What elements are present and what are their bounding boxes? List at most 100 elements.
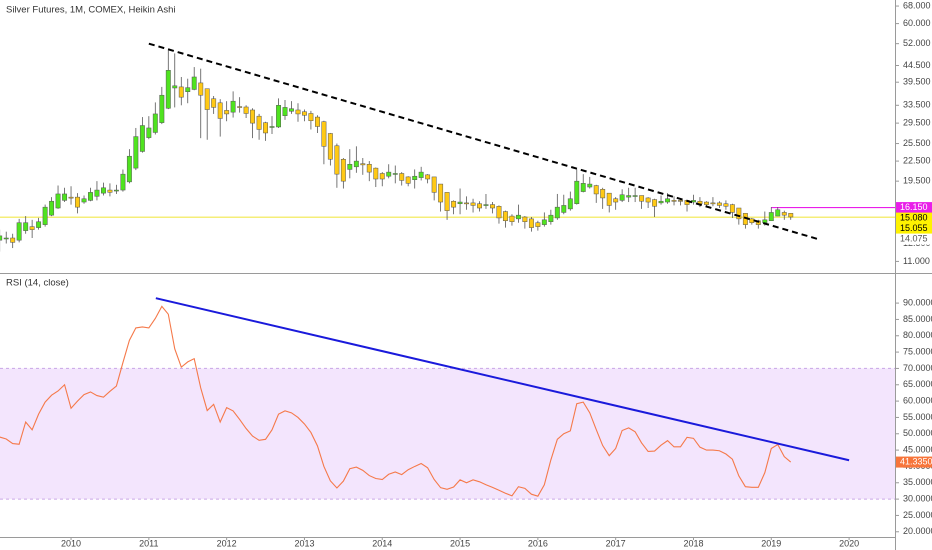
candle-body <box>652 199 658 207</box>
candle-body <box>736 207 742 220</box>
candle-body <box>587 183 593 188</box>
candle-body <box>678 200 683 202</box>
candle-body <box>749 218 755 223</box>
price-label-bg <box>896 223 932 235</box>
candle-body <box>522 216 528 222</box>
candle-body <box>243 106 249 114</box>
candle-body <box>62 193 68 201</box>
x-tick-label: 2016 <box>528 538 548 548</box>
x-tick-label: 2013 <box>294 538 314 548</box>
candle-body <box>113 189 119 192</box>
candle-body <box>269 126 275 128</box>
y-tick-label: 90.0000 <box>903 297 932 307</box>
y-tick-label: 20.0000 <box>903 526 932 536</box>
candle-body <box>146 127 152 138</box>
price-label: 41.3350 <box>900 456 932 466</box>
candle-body <box>230 100 236 113</box>
rsi-line <box>0 305 792 497</box>
candle-body <box>152 113 158 133</box>
candle-body <box>314 116 320 127</box>
candle-body <box>0 235 3 241</box>
candle-body <box>94 189 100 197</box>
candle-body <box>716 202 722 206</box>
candle-body <box>263 122 269 134</box>
candle-body <box>101 187 106 194</box>
x-tick-label: 2018 <box>683 538 703 548</box>
candle-body <box>340 158 346 182</box>
candle-body <box>23 222 29 231</box>
candle-body <box>360 163 366 166</box>
candle-body <box>496 206 502 219</box>
price-label: 15.080 <box>900 212 928 222</box>
candle-body <box>289 108 294 112</box>
candle-body <box>321 121 327 147</box>
candle-body <box>204 88 210 110</box>
candle-body <box>68 196 74 199</box>
candle-body <box>470 202 476 206</box>
y-tick-label: 68.000 <box>903 0 931 10</box>
x-tick-label: 2019 <box>761 538 781 548</box>
x-tick-label: 2010 <box>61 538 81 548</box>
candle-body <box>418 171 424 178</box>
candle-body <box>16 222 22 241</box>
candle-body <box>528 218 534 228</box>
candle-body <box>347 163 353 170</box>
price-label: 16.150 <box>900 202 928 212</box>
candle-body <box>120 173 126 191</box>
candle-body <box>768 212 774 222</box>
candle-body <box>224 110 230 115</box>
candle-body <box>185 87 191 92</box>
candle-body <box>308 113 314 122</box>
price-label-bg <box>896 202 932 214</box>
candle-body <box>509 215 515 222</box>
candle-body <box>334 145 340 175</box>
price-label-bg <box>896 233 932 245</box>
rsi-band <box>0 368 895 500</box>
candle-body <box>593 185 599 195</box>
candle-body <box>619 194 625 201</box>
candle-body <box>606 192 612 206</box>
x-tick-label: 2014 <box>372 538 392 548</box>
candle-body <box>600 189 606 199</box>
x-tick-label: 2012 <box>217 538 237 548</box>
y-tick-label: 35.0000 <box>903 477 932 487</box>
y-tick-label: 19.500 <box>903 176 931 186</box>
candle-body <box>126 155 132 183</box>
candle-body <box>574 180 580 204</box>
candle-body <box>178 86 184 98</box>
candle-body <box>477 203 482 209</box>
y-tick-label: 75.0000 <box>903 346 932 356</box>
candle-body <box>632 195 638 197</box>
candle-body <box>139 125 145 152</box>
y-tick-label: 30.0000 <box>903 493 932 503</box>
candle-body <box>710 202 716 205</box>
y-tick-label: 22.500 <box>903 155 931 165</box>
candle-body <box>444 192 450 211</box>
x-tick-label: 2020 <box>839 538 859 548</box>
candle-body <box>567 198 573 210</box>
candle-body <box>3 237 9 240</box>
candle-body <box>464 202 469 205</box>
trendline <box>148 42 819 241</box>
candle-body <box>256 115 262 130</box>
candle-body <box>198 82 204 96</box>
y-tick-label: 11.000 <box>903 256 930 266</box>
candle-body <box>88 192 93 201</box>
y-tick-label: 25.500 <box>903 138 931 148</box>
x-tick-label: 2017 <box>606 538 626 548</box>
y-tick-label: 55.0000 <box>903 412 932 422</box>
candle-body <box>490 204 495 209</box>
candle-body <box>431 176 437 193</box>
y-tick-label: 25.0000 <box>903 510 932 520</box>
candle-body <box>535 222 541 227</box>
y-tick-label: 60.0000 <box>903 395 932 405</box>
candle-body <box>412 175 418 180</box>
candle-body <box>502 211 508 222</box>
candle-body <box>645 197 651 203</box>
price-label-bg <box>896 456 932 468</box>
candle-body <box>327 133 333 160</box>
candle-body <box>483 204 489 206</box>
candle-body <box>373 167 379 180</box>
price-label: 14.075 <box>900 233 928 243</box>
